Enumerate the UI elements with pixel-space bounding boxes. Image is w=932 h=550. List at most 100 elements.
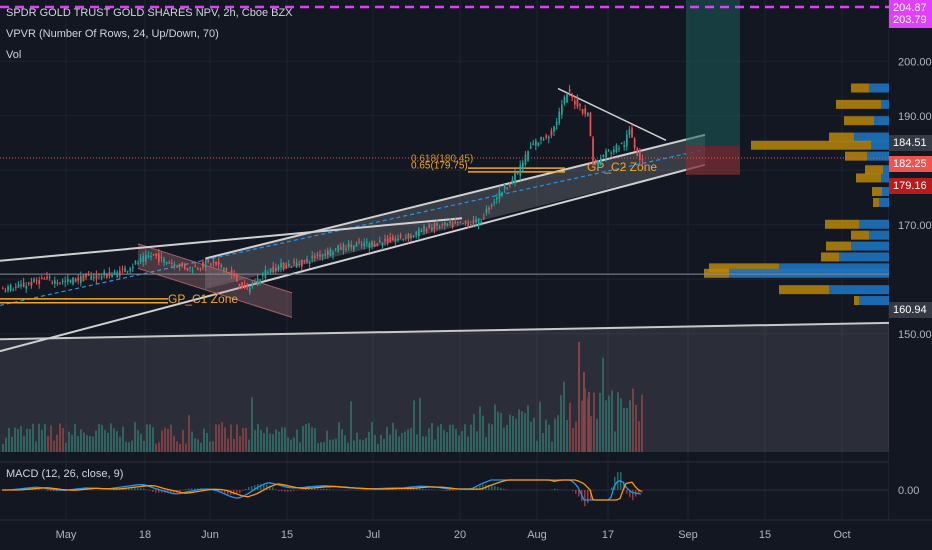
volume-bar xyxy=(95,430,97,452)
volume-bar xyxy=(269,433,271,452)
volume-bar xyxy=(185,443,187,452)
macd-histogram-bar xyxy=(554,488,556,490)
macd-histogram-bar xyxy=(158,490,160,493)
volume-bar xyxy=(521,411,523,452)
vp-row-up xyxy=(869,83,889,93)
volume-bar xyxy=(239,436,241,452)
macd-histogram-bar xyxy=(263,484,265,490)
candle-body xyxy=(524,154,527,165)
candle-body xyxy=(56,282,59,284)
candle-body xyxy=(256,278,259,286)
volume-bar xyxy=(401,433,403,452)
volume-bar xyxy=(641,394,643,452)
volume-bar xyxy=(560,395,562,452)
symbol-legend[interactable]: SPDR GOLD TRUST GOLD SHARES NPV, 2h, Cbo… xyxy=(6,7,293,19)
candle-body xyxy=(522,162,524,170)
macd-histogram-bar xyxy=(125,488,127,490)
candle-body xyxy=(280,262,282,268)
candle-body xyxy=(592,137,594,164)
long-channel xyxy=(0,322,889,452)
macd-histogram-bar xyxy=(446,490,448,491)
top-trendline xyxy=(557,87,667,141)
volume-bar xyxy=(113,428,115,452)
volume-bar xyxy=(218,424,220,452)
candle-body xyxy=(74,278,77,282)
macd-histogram-bar xyxy=(398,489,400,490)
candle-body xyxy=(353,245,355,250)
candle-body xyxy=(613,149,615,153)
volume-bar xyxy=(281,427,283,452)
candle-body xyxy=(269,268,272,273)
candle-body xyxy=(384,239,386,241)
candle-body xyxy=(77,277,80,281)
candle-body xyxy=(558,111,561,124)
macd-histogram-bar xyxy=(269,485,271,490)
candle-body xyxy=(568,89,571,92)
candle-body xyxy=(355,243,358,247)
candle-body xyxy=(537,142,540,146)
volume-bar xyxy=(449,424,451,452)
volume-bar xyxy=(380,434,382,452)
candle-body xyxy=(535,140,537,146)
candle-body xyxy=(210,263,212,266)
macd-legend[interactable]: MACD (12, 26, close, 9) xyxy=(6,468,124,480)
volume-bar xyxy=(209,441,211,452)
candle-body xyxy=(158,253,160,262)
volume-bar xyxy=(248,439,250,452)
candle-body xyxy=(540,136,542,141)
volume-bar xyxy=(101,425,103,452)
macd-histogram-bar xyxy=(272,487,274,490)
candle-body xyxy=(358,241,360,243)
candle-body xyxy=(12,289,15,291)
candle-body xyxy=(587,112,589,116)
volume-bar xyxy=(326,430,328,452)
vp-row-down xyxy=(704,268,729,278)
volume-bar xyxy=(389,434,391,452)
candle-body xyxy=(584,108,587,114)
candle-body xyxy=(30,281,33,286)
price-tag-last: 182.25 xyxy=(889,156,932,172)
volume-bar xyxy=(551,441,553,452)
candle-body xyxy=(155,253,158,257)
candle-body xyxy=(241,282,243,289)
candle-body xyxy=(334,248,337,250)
volume-bar xyxy=(242,427,244,452)
macd-histogram-bar xyxy=(629,490,631,498)
candle-body xyxy=(100,276,103,279)
vp-row-down xyxy=(825,219,859,229)
macd-histogram-bar xyxy=(287,490,289,492)
volume-legend[interactable]: Vol xyxy=(6,49,22,61)
vp-row-down xyxy=(709,263,779,273)
candle-body xyxy=(412,235,415,237)
candle-body xyxy=(529,146,532,149)
volume-bar xyxy=(395,429,397,452)
time-axis: May 18 Jun 15 Jul 20 Aug 17 Sep 15 Oct xyxy=(0,519,932,550)
volume-bar xyxy=(47,435,49,452)
candle-body xyxy=(238,283,241,287)
candle-body xyxy=(28,282,30,284)
candle-body xyxy=(576,99,579,107)
macd-histogram-bar xyxy=(329,489,331,490)
volume-bar xyxy=(431,422,433,452)
volume-bar xyxy=(263,433,265,452)
volume-bar xyxy=(500,412,502,452)
candle-body xyxy=(38,280,41,285)
vp-row-up xyxy=(871,140,889,150)
macd-histogram-bar xyxy=(425,489,427,490)
candle-body xyxy=(184,264,186,269)
volume-bar xyxy=(320,442,322,452)
volume-bar xyxy=(341,429,343,452)
candle-body xyxy=(93,276,95,279)
candle-body xyxy=(555,121,558,125)
macd-histogram-bar xyxy=(383,489,385,490)
macd-histogram-bar xyxy=(278,490,280,491)
volume-bar xyxy=(572,428,574,452)
candle-body xyxy=(69,279,72,282)
volume-bar xyxy=(14,427,16,452)
candle-body xyxy=(108,272,111,276)
candle-body xyxy=(571,95,574,98)
volume-bar xyxy=(203,428,205,452)
vpvr-legend[interactable]: VPVR (Number Of Rows, 24, Up/Down, 70) xyxy=(6,28,219,40)
time-axis-label: 15 xyxy=(281,529,293,541)
